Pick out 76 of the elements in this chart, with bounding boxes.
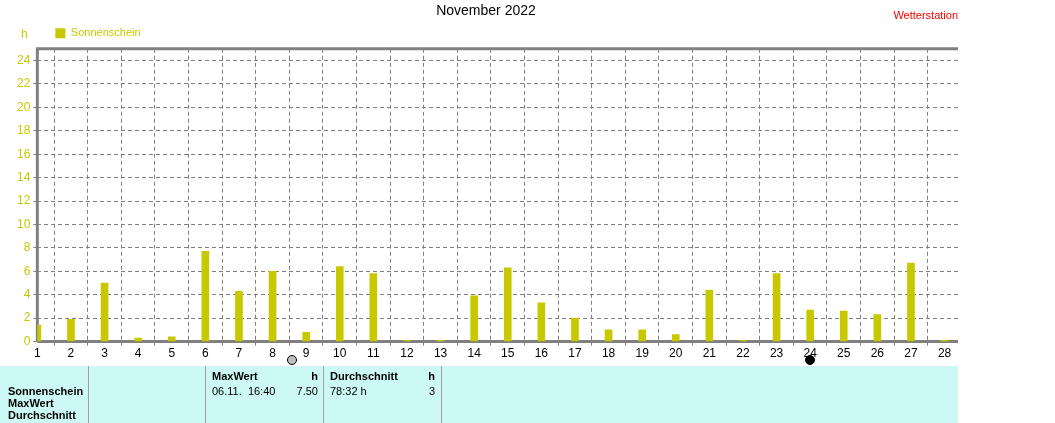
x-tick-label: 16 [534, 346, 549, 361]
x-tick-label: 15 [501, 346, 515, 361]
y-tick-label: 24 [16, 52, 31, 67]
text: Durchschnitt [330, 370, 399, 382]
x-tick-label: 8 [269, 346, 277, 361]
x-tick-label: 13 [433, 346, 448, 361]
x-tick-label: 6 [202, 346, 210, 361]
x-tick-label: 5 [168, 346, 176, 361]
bar [369, 273, 378, 342]
bar [537, 302, 546, 342]
x-tick-label: 20 [669, 346, 683, 361]
x-tick-label: 24 [803, 346, 818, 361]
bar [67, 319, 75, 342]
bar [302, 331, 310, 342]
text: h [427, 370, 435, 382]
text: 7.50 [296, 385, 318, 397]
text: 06.11. 16:40 [212, 385, 277, 397]
y-axis-title: h [21, 27, 28, 42]
bar [201, 251, 210, 342]
y-tick-label: 16 [16, 146, 31, 161]
x-tick-label: 25 [837, 346, 851, 361]
bar [470, 295, 478, 342]
y-tick-label: 22 [16, 76, 31, 91]
bar [100, 282, 109, 342]
text: 3 [427, 385, 435, 397]
x-tick-label: 2 [67, 346, 75, 361]
x-tick-label: 21 [702, 346, 717, 361]
bar [839, 310, 848, 342]
x-tick-label: 7 [235, 346, 243, 361]
x-tick-label: 11 [367, 346, 380, 361]
text: Sonnenschein [8, 385, 85, 397]
y-tick-label: 8 [23, 240, 31, 255]
bar [907, 262, 915, 342]
y-tick-label: 14 [16, 169, 31, 184]
bar [571, 317, 579, 342]
bar [335, 266, 344, 342]
y-tick-label: 10 [16, 216, 31, 231]
bar [806, 309, 814, 342]
y-tick-label: 2 [23, 310, 31, 325]
text: MaxWert [212, 370, 259, 382]
x-tick-label: 23 [769, 346, 784, 361]
bar [235, 290, 243, 342]
y-tick-label: 4 [23, 287, 31, 302]
x-tick-label: 17 [568, 346, 582, 361]
x-tick-label: 3 [101, 346, 109, 361]
bar [705, 289, 714, 342]
x-tick-label: 19 [635, 346, 650, 361]
x-tick-label: 27 [904, 346, 918, 361]
bar [638, 329, 646, 342]
x-tick-label: 4 [134, 346, 142, 361]
text: 78:32 h [330, 385, 368, 397]
y-tick-label: 6 [23, 263, 31, 278]
text: MaxWert [8, 397, 55, 409]
bar [671, 334, 680, 342]
bar [268, 271, 277, 342]
text: h [310, 370, 318, 382]
legend-label: Sonnenschein [70, 26, 141, 39]
bar [873, 314, 882, 342]
x-tick-label: 9 [302, 346, 310, 361]
text: Durchschnitt [8, 409, 77, 421]
chart-title: November 2022 [436, 2, 537, 19]
x-tick-label: 10 [333, 346, 347, 361]
x-tick-label: 14 [467, 346, 482, 361]
x-tick-label: 18 [601, 346, 616, 361]
x-tick-label: 1 [34, 346, 41, 361]
x-tick-label: 28 [937, 346, 952, 361]
bar [503, 267, 512, 342]
y-tick-label: 18 [16, 123, 31, 138]
x-tick-label: 22 [736, 346, 750, 361]
y-tick-label: 12 [16, 193, 31, 208]
x-tick-label: 26 [870, 346, 885, 361]
y-tick-label: 0 [23, 333, 31, 348]
y-tick-label: 20 [16, 99, 31, 114]
x-tick-label: 12 [400, 346, 414, 361]
text: Wetterstation [893, 9, 958, 22]
bar [772, 273, 781, 342]
